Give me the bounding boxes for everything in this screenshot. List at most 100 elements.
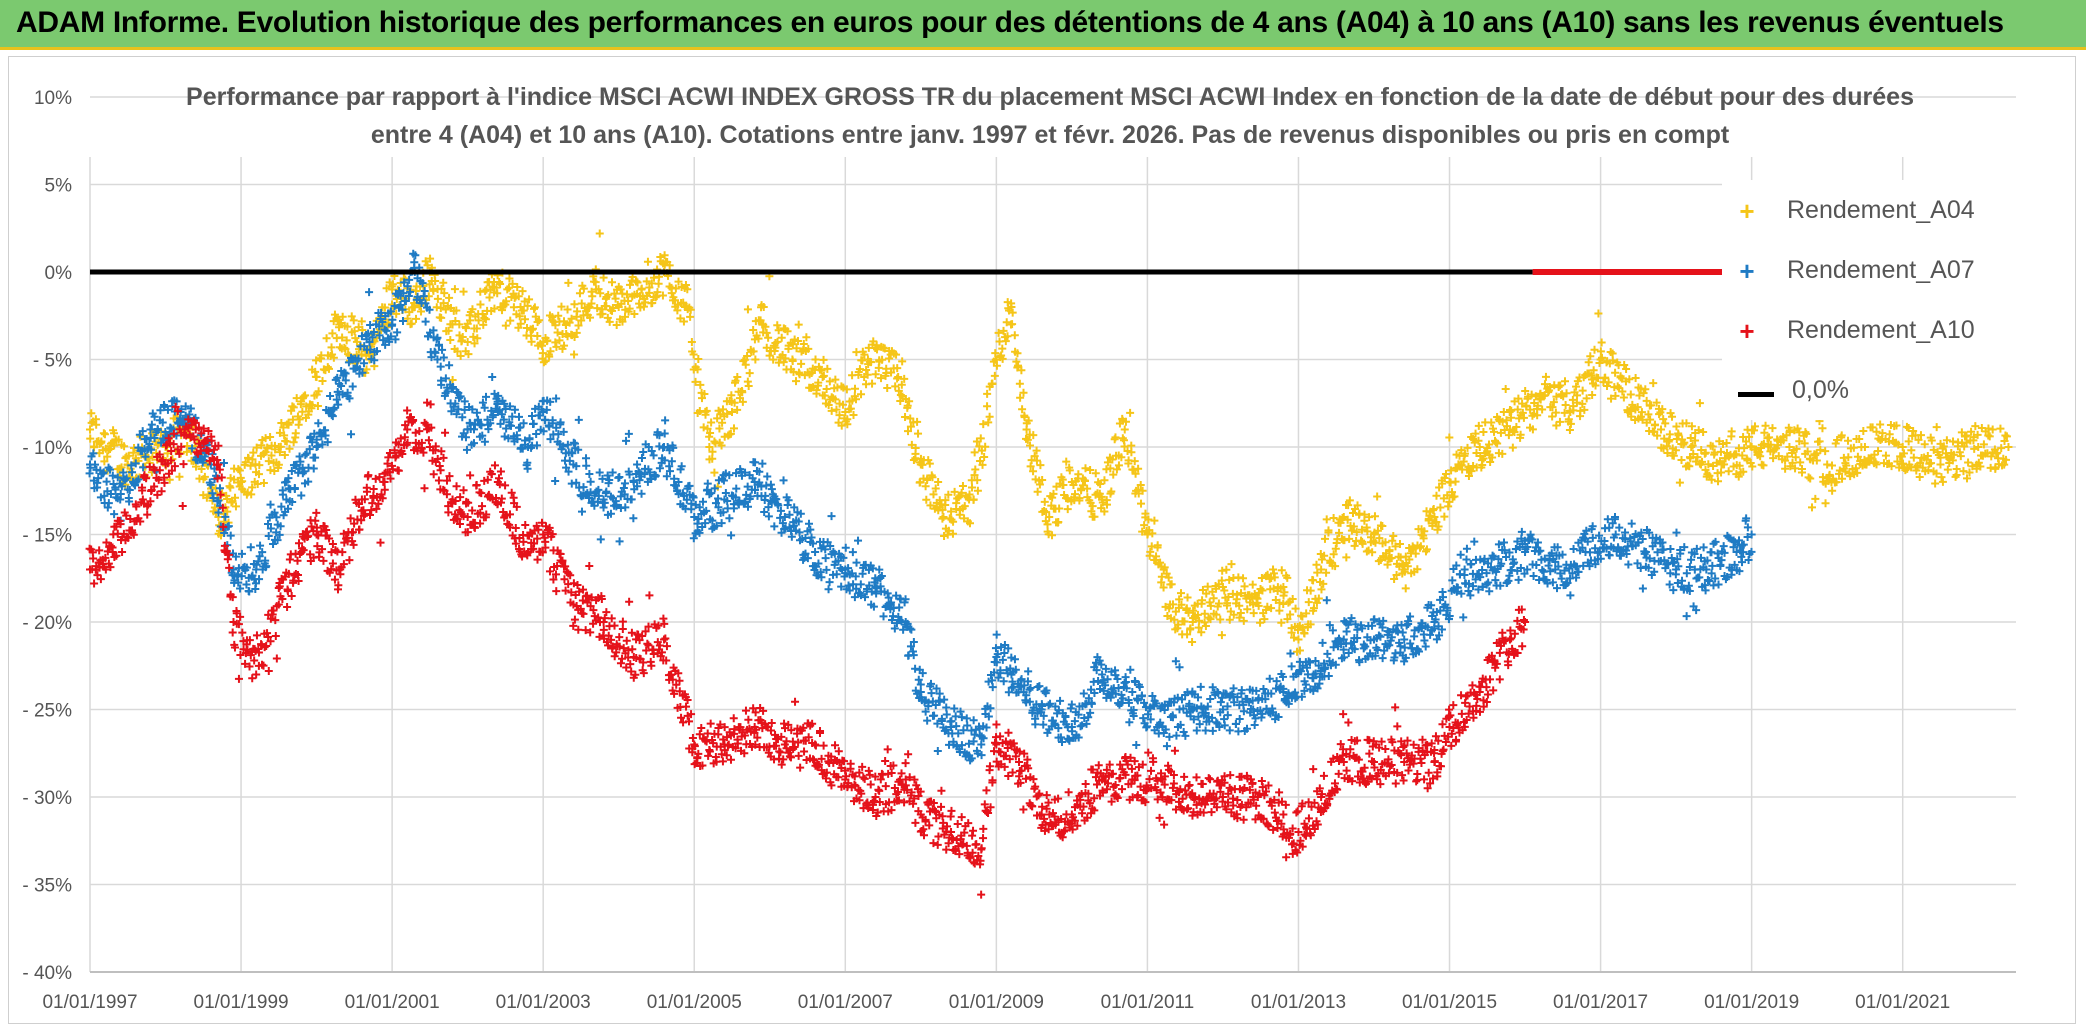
series-1-point bbox=[1103, 500, 1112, 509]
series-2-point bbox=[1615, 523, 1624, 532]
series-1-point bbox=[984, 418, 993, 427]
series-1-point bbox=[476, 300, 485, 309]
series-1-point bbox=[479, 320, 488, 329]
series-1-point bbox=[958, 482, 967, 491]
series-1-point bbox=[1090, 512, 1099, 521]
series-3-point bbox=[90, 579, 99, 588]
series-1-point bbox=[1371, 538, 1380, 547]
series-1-point bbox=[1075, 496, 1084, 505]
series-3-point bbox=[466, 471, 475, 480]
series-1-point bbox=[1576, 406, 1585, 415]
series-1-point bbox=[660, 251, 669, 260]
series-1-point bbox=[1136, 481, 1145, 490]
series-1-point bbox=[1063, 505, 1072, 514]
series-1-point bbox=[819, 355, 828, 364]
series-1-point bbox=[86, 434, 95, 443]
series-1-point bbox=[1159, 583, 1168, 592]
series-1-point bbox=[1498, 449, 1507, 458]
series-1-point bbox=[1183, 630, 1192, 639]
series-2-point bbox=[1139, 714, 1148, 723]
series-1-point bbox=[210, 503, 219, 512]
series-1-point bbox=[553, 328, 562, 337]
series-2-point bbox=[1666, 545, 1675, 554]
series-1-point bbox=[1432, 518, 1441, 527]
series-1-point bbox=[835, 411, 844, 420]
series-1-point bbox=[1018, 405, 1027, 414]
series-1-point bbox=[1237, 589, 1246, 598]
series-1-point bbox=[1373, 526, 1382, 535]
series-1-point bbox=[1300, 629, 1309, 638]
series-1-point bbox=[670, 296, 679, 305]
series-3-point bbox=[403, 406, 412, 415]
series-1-point bbox=[723, 409, 732, 418]
series-1-point bbox=[1130, 457, 1139, 466]
series-2-point bbox=[621, 503, 630, 512]
series-1-point bbox=[1127, 448, 1136, 457]
series-1-point bbox=[691, 377, 700, 386]
series-1-point bbox=[1203, 582, 1212, 591]
series-1-point bbox=[1233, 590, 1242, 599]
series-2-point bbox=[529, 419, 538, 428]
series-1-point bbox=[825, 377, 834, 386]
series-2-point bbox=[1603, 515, 1612, 524]
series-2-point bbox=[957, 713, 966, 722]
series-1-point bbox=[1429, 504, 1438, 513]
series-1-point bbox=[1350, 541, 1359, 550]
series-1-point bbox=[1631, 374, 1640, 383]
series-1-point bbox=[729, 424, 738, 433]
series-2-point bbox=[1126, 665, 1135, 674]
x-tick-label: 01/01/2011 bbox=[1101, 992, 1195, 1013]
series-2-point bbox=[779, 476, 788, 485]
series-1-point bbox=[1189, 606, 1198, 615]
series-1-point bbox=[1876, 420, 1885, 429]
series-3-point bbox=[394, 466, 403, 475]
series-2-point bbox=[1024, 667, 1033, 676]
series-1-point bbox=[693, 365, 702, 374]
series-1-point bbox=[514, 292, 523, 301]
series-1-point bbox=[289, 403, 298, 412]
series-1-point bbox=[382, 284, 391, 293]
series-1-point bbox=[1345, 534, 1354, 543]
series-2-point bbox=[1265, 674, 1274, 683]
series-1-point bbox=[380, 303, 389, 312]
series-1-point bbox=[1538, 405, 1547, 414]
series-1-point bbox=[1445, 497, 1454, 506]
series-3-point bbox=[223, 555, 232, 564]
series-1-point bbox=[318, 376, 327, 385]
x-tick-label: 01/01/2015 bbox=[1402, 992, 1497, 1013]
series-1-point bbox=[730, 398, 739, 407]
series-1-point bbox=[823, 364, 832, 373]
series-1-point bbox=[1217, 631, 1226, 640]
series-3-point bbox=[618, 617, 627, 626]
series-1-anchor-point bbox=[86, 425, 94, 434]
series-3-point bbox=[610, 621, 619, 630]
series-1-point bbox=[1270, 573, 1279, 582]
series-1-point bbox=[1150, 516, 1159, 525]
series-1-point bbox=[914, 429, 923, 438]
series-1-point bbox=[1077, 486, 1086, 495]
series-1-point bbox=[1561, 400, 1570, 409]
series-1-point bbox=[1368, 548, 1377, 557]
series-1-point bbox=[1289, 633, 1298, 642]
series-1-point bbox=[635, 299, 644, 308]
series-1-point bbox=[541, 357, 550, 366]
y-tick-label: - 15% bbox=[22, 526, 72, 547]
series-2-point bbox=[1546, 567, 1555, 576]
series-1-point bbox=[458, 333, 467, 342]
series-1-point bbox=[1013, 349, 1022, 358]
series-1-point bbox=[1294, 625, 1303, 634]
series-3-point bbox=[704, 751, 713, 760]
series-1-point bbox=[577, 316, 586, 325]
series-1-point bbox=[738, 388, 747, 397]
series-1-point bbox=[573, 307, 582, 316]
series-2-point bbox=[1067, 700, 1076, 709]
series-1-point bbox=[1488, 453, 1497, 462]
series-2-point bbox=[655, 464, 664, 473]
series-2-point bbox=[1699, 543, 1708, 552]
series-2-point bbox=[1039, 720, 1048, 729]
y-tick-label: - 20% bbox=[22, 613, 72, 634]
series-1-point bbox=[699, 423, 708, 432]
series-1-point bbox=[701, 410, 710, 419]
series-1-point bbox=[1126, 408, 1135, 417]
series-2-point bbox=[824, 585, 833, 594]
